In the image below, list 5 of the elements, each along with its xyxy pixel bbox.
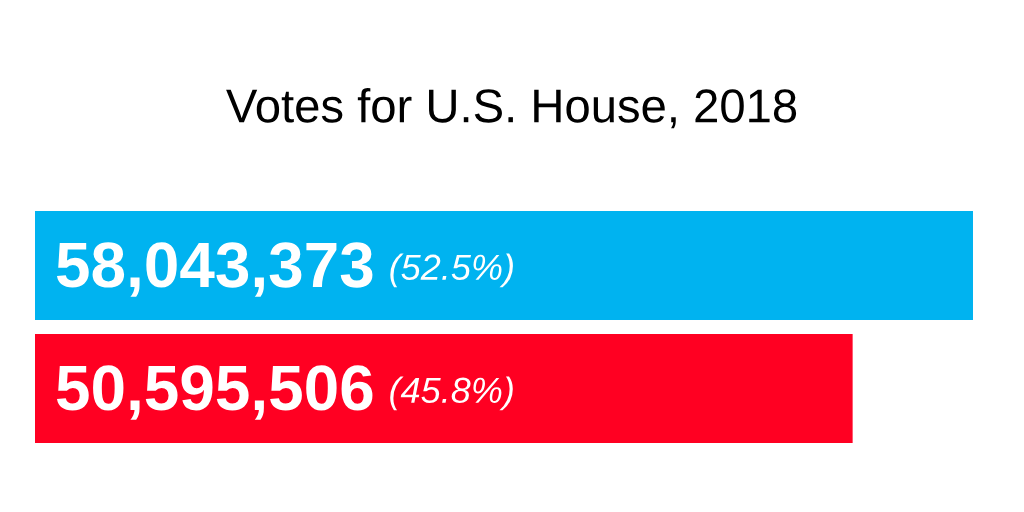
data-label: 50,595,506 — [56, 365, 373, 420]
chart-title: Votes for U.S. House, 2018 — [226, 88, 797, 129]
annotation: (52.5%) — [390, 253, 513, 288]
data-label: 58,043,373 — [56, 242, 373, 297]
annotation: (45.8%) — [390, 376, 513, 411]
